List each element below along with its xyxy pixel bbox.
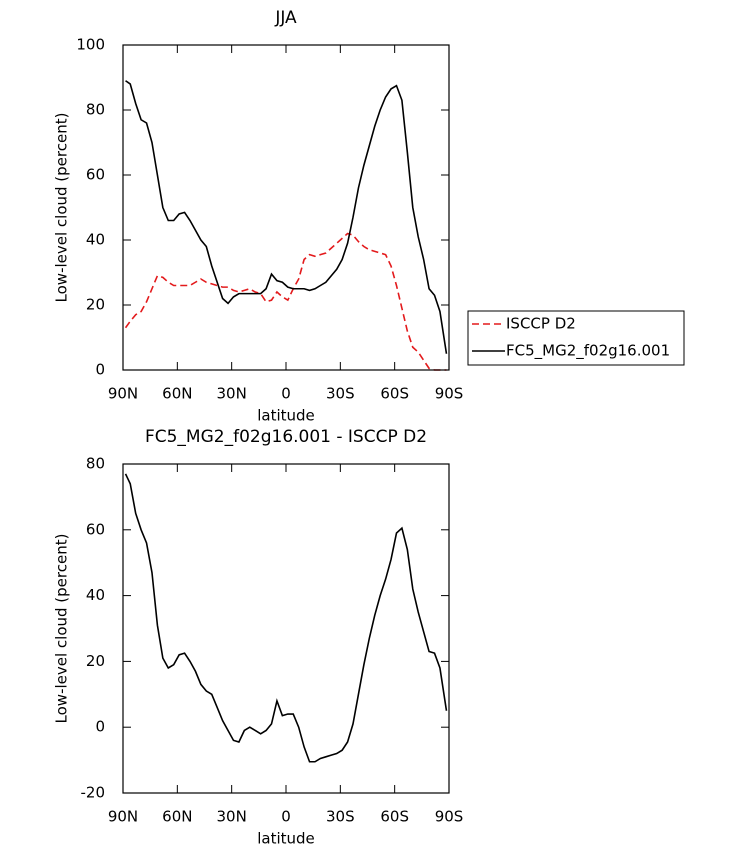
- x-tick-label: 30N: [217, 385, 247, 403]
- x-tick-label: 60S: [380, 808, 409, 826]
- legend-box: [467, 310, 685, 366]
- data-line: [125, 80, 448, 354]
- x-tick-label: 60S: [380, 385, 409, 403]
- x-tick-label: 30S: [326, 385, 355, 403]
- y-tick-label: 60: [86, 166, 105, 184]
- x-tick-label: 90S: [435, 808, 464, 826]
- chart-title: FC5_MG2_f02g16.001 - ISCCP D2: [145, 427, 427, 447]
- x-tick-label: 60N: [162, 808, 192, 826]
- data-line: [124, 232, 447, 371]
- y-tick-label: 80: [86, 455, 105, 473]
- x-tick-label: 30N: [217, 808, 247, 826]
- y-tick-label: -20: [81, 784, 106, 802]
- x-tick-label: 30S: [326, 808, 355, 826]
- x-tick-label: 60N: [162, 385, 192, 403]
- x-tick-label: 90N: [108, 808, 138, 826]
- y-tick-label: 100: [76, 36, 105, 54]
- y-tick-label: 80: [86, 101, 105, 119]
- x-axis-label: latitude: [257, 407, 315, 425]
- chart-title: JJA: [274, 8, 297, 28]
- legend-label: ISCCP D2: [506, 315, 576, 333]
- x-tick-label: 0: [281, 385, 291, 403]
- y-tick-label: 40: [86, 231, 105, 249]
- y-axis-label: Low-level cloud (percent): [53, 534, 71, 724]
- y-tick-label: 20: [86, 296, 105, 314]
- x-axis-label: latitude: [257, 830, 315, 848]
- y-tick-label: 0: [95, 718, 105, 736]
- x-tick-label: 0: [281, 808, 291, 826]
- x-tick-label: 90S: [435, 385, 464, 403]
- y-tick-label: 20: [86, 652, 105, 670]
- y-tick-label: 60: [86, 520, 105, 538]
- legend-label: FC5_MG2_f02g16.001: [506, 342, 670, 361]
- x-tick-label: 90N: [108, 385, 138, 403]
- plot-frame: [122, 44, 450, 371]
- y-tick-label: 40: [86, 586, 105, 604]
- y-tick-label: 0: [95, 361, 105, 379]
- y-axis-label: Low-level cloud (percent): [53, 113, 71, 303]
- data-line: [124, 473, 448, 763]
- plot-frame: [122, 463, 450, 794]
